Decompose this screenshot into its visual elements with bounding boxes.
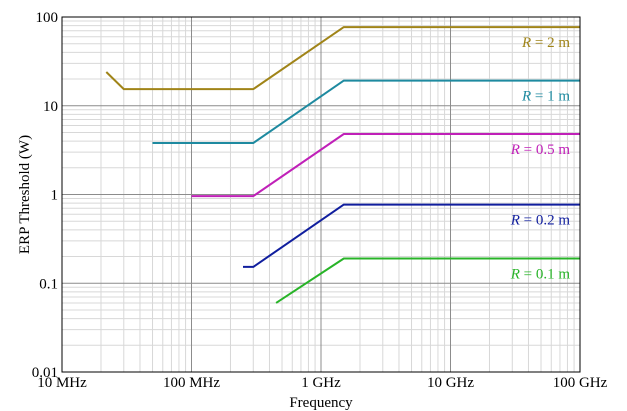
x-tick-label: 10 GHz [427,375,474,391]
series-label: R = 0.1 m [510,267,571,283]
series-label: R = 0.5 m [510,142,571,158]
plot-frame [61,16,581,373]
series-line [191,133,580,198]
series-line [105,26,580,91]
series-line [275,257,580,304]
y-tick-labels: 0.01 0.1 1 10 100 [32,10,58,381]
y-tick-label: 1 [51,188,59,204]
series-lines [105,26,580,304]
x-tick-labels: 10 MHz 100 MHz 1 GHz 10 GHz 100 GHz [37,375,607,391]
y-tick-label: 0.01 [32,365,58,381]
series-labels: R = 2 m R = 1 m R = 0.5 m R = 0.2 m R = 0.1 … [510,35,571,282]
x-tick-label: 1 GHz [301,375,341,391]
x-axis-title: Frequency [289,395,353,411]
series-line [152,79,580,144]
x-tick-label: 10 MHz [37,375,87,391]
x-tick-label: 100 GHz [553,375,608,391]
y-tick-label: 0.1 [39,276,58,292]
y-axis-title: ERP Threshold (W) [17,135,33,254]
series-label: R = 2 m [521,35,570,51]
y-tick-label: 10 [43,99,58,115]
series-label: R = 1 m [521,89,570,105]
series-line [243,203,580,268]
x-tick-label: 100 MHz [163,375,220,391]
y-tick-label: 100 [36,10,59,26]
series-label: R = 0.2 m [510,213,571,229]
